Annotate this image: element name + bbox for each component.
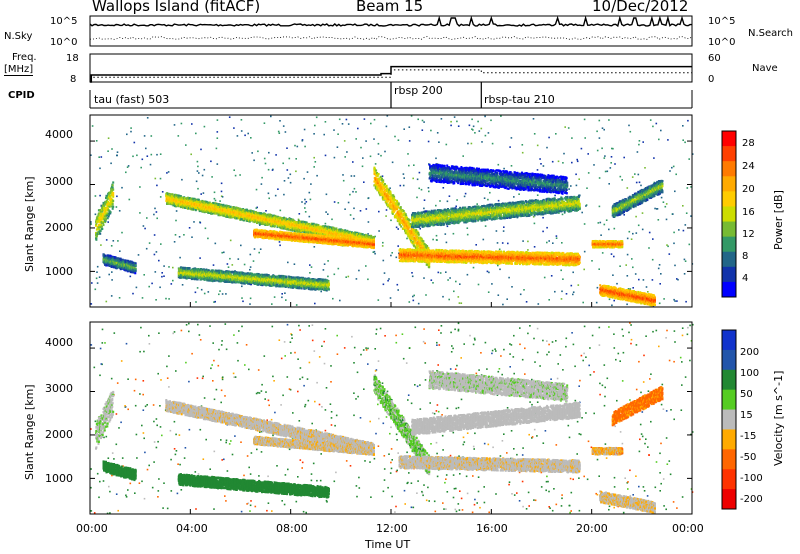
xtick-1200: 12:00 xyxy=(376,523,408,534)
xtick-0400: 04:00 xyxy=(176,523,208,534)
nsky-tick-high: 10^5 xyxy=(50,17,77,27)
vel-ytick-2000: 2000 xyxy=(45,429,73,440)
power-colorbar-frame xyxy=(721,130,737,298)
power-ytick-1000: 1000 xyxy=(45,266,73,277)
vel-cb-tick-neg100: -100 xyxy=(740,474,763,484)
nave-line xyxy=(90,69,692,83)
nsky-frame xyxy=(89,15,693,47)
power-cb-tick-24: 24 xyxy=(742,162,755,172)
cpid-mode-2: rbsp 200 xyxy=(394,85,443,96)
velocity-colorbar-swatch xyxy=(722,389,736,411)
power-colorbar-swatch xyxy=(722,236,736,253)
xtick-0000: 00:00 xyxy=(76,523,108,534)
vel-cb-tick-50: 50 xyxy=(740,390,753,400)
nave-label: Nave xyxy=(752,64,778,74)
velocity-colorbar-frame xyxy=(721,329,737,510)
velocity-colorbar-swatch xyxy=(722,449,736,470)
power-colorbar-swatch xyxy=(722,191,736,207)
power-colorbar-swatch xyxy=(722,161,736,177)
nsearch-label: N.Search xyxy=(748,29,793,39)
power-cb-tick-20: 20 xyxy=(742,185,755,195)
power-cb-tick-8: 8 xyxy=(742,252,748,262)
power-colorbar-swatch xyxy=(722,251,736,268)
vel-cb-tick-15: 15 xyxy=(740,411,753,421)
nave-tick-low: 0 xyxy=(708,75,714,85)
velocity-colorbar-swatch xyxy=(722,469,736,490)
beam-label: Beam 15 xyxy=(356,0,423,14)
nsky-label: N.Sky xyxy=(4,32,32,42)
vel-ytick-1000: 1000 xyxy=(45,473,73,484)
power-colorbar-swatch xyxy=(722,221,736,238)
nsearch-tick-low: 10^0 xyxy=(708,38,735,48)
vel-cb-tick-100: 100 xyxy=(740,369,759,379)
power-cb-tick-4: 4 xyxy=(742,274,748,284)
velocity-colorbar-swatch xyxy=(722,369,736,391)
velocity-colorbar-swatch xyxy=(722,409,736,430)
vel-cb-tick-neg15: -15 xyxy=(740,432,756,442)
nsky-tick-low: 10^0 xyxy=(50,38,77,48)
date-label: 10/Dec/2012 xyxy=(592,0,688,14)
power-ytick-2000: 2000 xyxy=(45,222,73,233)
velocity-colorbar-swatch xyxy=(722,429,736,450)
velocity-colorbar-swatch xyxy=(722,489,736,510)
power-colorbar-swatch xyxy=(722,176,736,192)
power-colorbar-swatch xyxy=(722,266,736,283)
vel-ytick-4000: 4000 xyxy=(45,337,73,348)
nsearch-tick-high: 10^5 xyxy=(708,17,735,27)
nsky-series-line xyxy=(89,15,692,28)
xtick-0800: 08:00 xyxy=(276,523,308,534)
xtick-2000: 20:00 xyxy=(576,523,608,534)
nsearch-series-line xyxy=(90,35,693,41)
xtick-2400: 00:00 xyxy=(672,523,704,534)
freq-tick-low: 8 xyxy=(70,75,76,85)
power-cb-tick-28: 28 xyxy=(742,139,755,149)
cpid-mode-3: rbsp-tau 210 xyxy=(484,94,555,105)
frequency-line xyxy=(90,65,692,83)
cpid-mode-1: tau (fast) 503 xyxy=(94,94,169,105)
xlabel: Time UT xyxy=(365,539,410,550)
power-colorbar-swatch xyxy=(722,206,736,223)
velocity-colorbar-swatch xyxy=(722,330,736,351)
xtick-1600: 16:00 xyxy=(476,523,508,534)
site-title: Wallops Island (fitACF) xyxy=(92,0,260,14)
power-cb-tick-12: 12 xyxy=(742,230,755,240)
power-scatter xyxy=(90,115,694,308)
freq-tick-high: 18 xyxy=(66,54,79,64)
freq-unit-label: [MHz] xyxy=(4,65,34,76)
vel-ytick-3000: 3000 xyxy=(45,383,73,394)
power-colorbar-swatch xyxy=(722,281,736,298)
power-ytick-4000: 4000 xyxy=(45,129,73,140)
power-colorbar-swatch xyxy=(722,146,736,162)
velocity-colorbar-swatch xyxy=(722,349,736,371)
power-colorbar-swatch xyxy=(722,131,736,147)
velocity-scatter xyxy=(90,322,694,515)
power-cb-tick-16: 16 xyxy=(742,208,755,218)
nave-tick-high: 60 xyxy=(708,54,721,64)
vel-cb-tick-200: 200 xyxy=(740,348,759,358)
freq-label: Freq. xyxy=(12,53,37,63)
vel-cb-tick-neg50: -50 xyxy=(740,453,756,463)
cpid-label: CPID xyxy=(8,91,35,101)
power-ytick-3000: 3000 xyxy=(45,176,73,187)
vel-cb-tick-neg200: -200 xyxy=(740,495,763,505)
